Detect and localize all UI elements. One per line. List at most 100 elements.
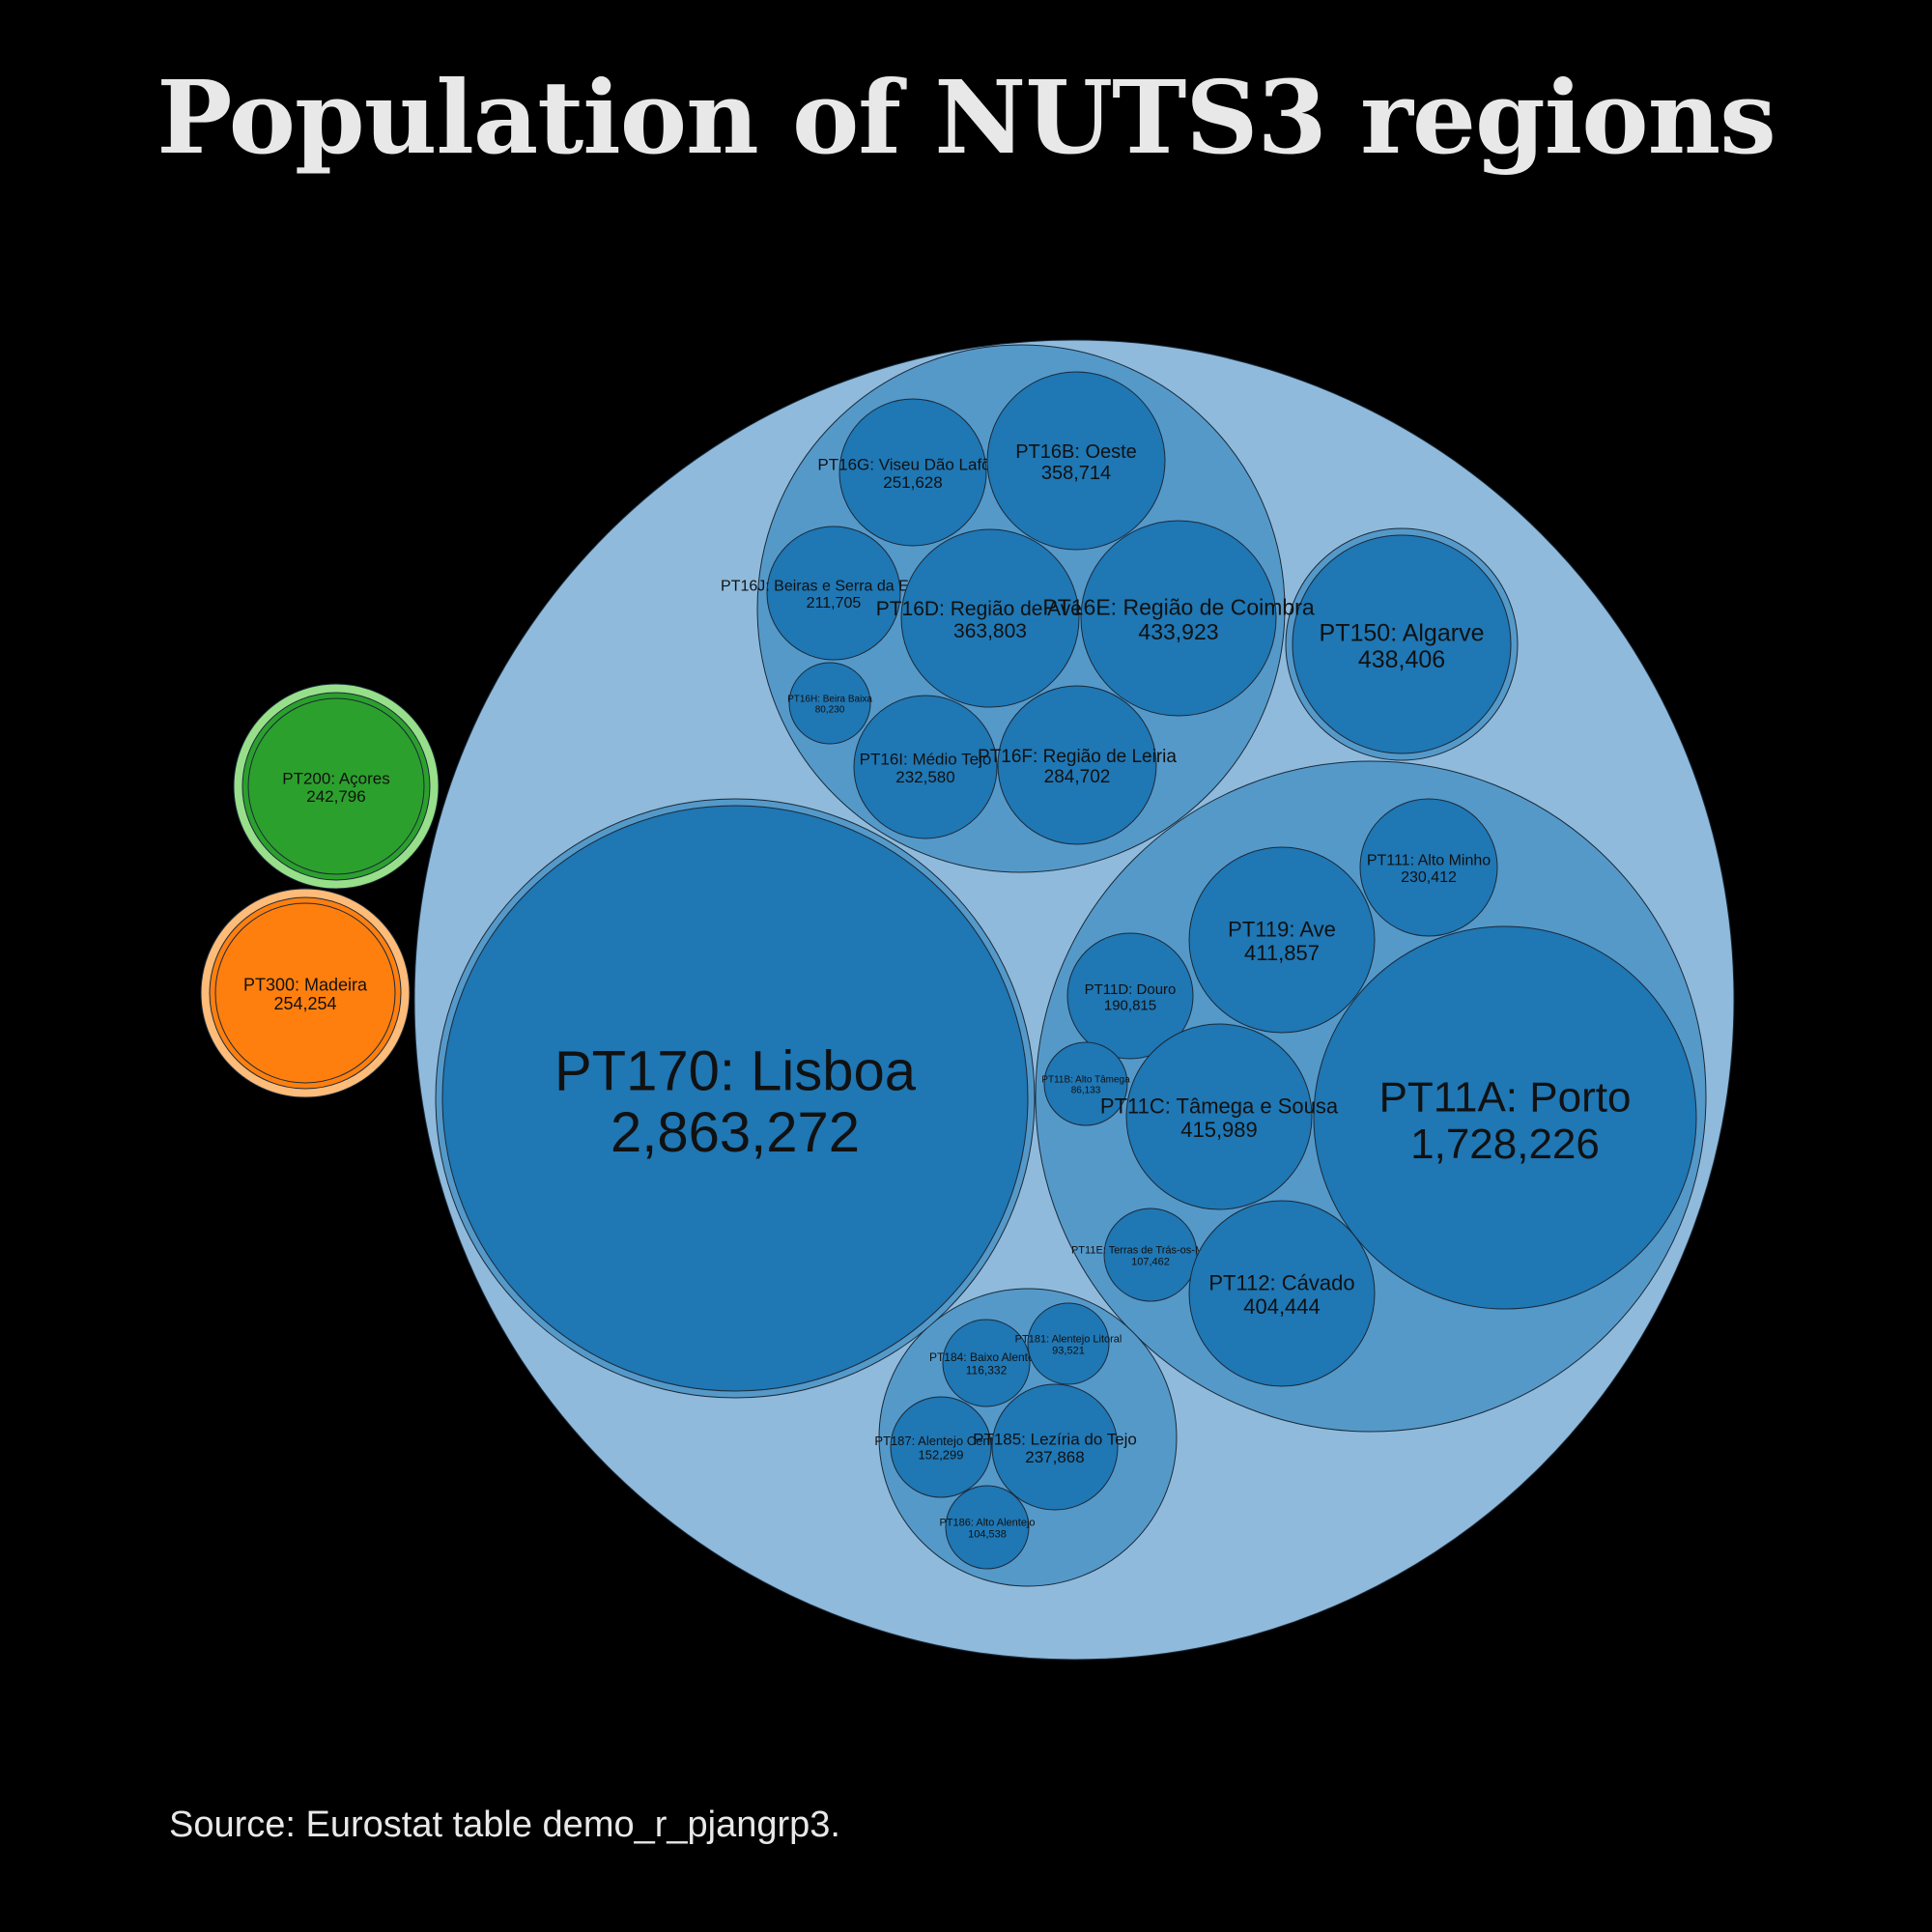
region-value-label: 1,728,226 <box>1410 1121 1600 1168</box>
region-name-label: PT185: Lezíria do Tejo <box>973 1430 1137 1448</box>
region-name-label: PT112: Cávado <box>1208 1271 1354 1295</box>
region-name-label: PT300: Madeira <box>243 975 368 994</box>
region-circle-PT119 <box>1188 846 1376 1034</box>
region-circle-PT11D <box>1066 932 1194 1060</box>
region-value-label: 433,923 <box>1138 619 1218 644</box>
region-circle-PT111 <box>1359 798 1498 937</box>
region-name-label: PT16I: Médio Tejo <box>860 750 992 768</box>
region-value-label: 363,803 <box>953 620 1027 642</box>
region-circle-PT170 <box>441 805 1029 1392</box>
region-name-label: PT11B: Alto Tâmega <box>1041 1075 1130 1086</box>
region-circle-PT16B <box>986 371 1166 551</box>
region-value-label: 411,857 <box>1244 941 1320 965</box>
region-value-label: 190,815 <box>1104 997 1156 1013</box>
region-value-label: 415,989 <box>1180 1118 1258 1142</box>
region-value-label: 116,332 <box>966 1363 1008 1377</box>
region-name-label: PT16B: Oeste <box>1015 441 1137 463</box>
region-name-label: PT16D: Região de Aveiro <box>876 598 1105 620</box>
region-circle-PT186 <box>945 1485 1030 1570</box>
region-circle-PT187 <box>890 1396 992 1498</box>
region-value-label: 80,230 <box>815 705 845 716</box>
region-name-label: PT11E: Terras de Trás-os-Montes <box>1071 1244 1231 1256</box>
region-circle-PT181 <box>1027 1302 1110 1385</box>
region-name-label: PT200: Açores <box>282 769 390 787</box>
region-name-label: PT11D: Douro <box>1085 981 1177 998</box>
region-value-label: 254,254 <box>273 994 336 1013</box>
region-name-label: PT187: Alentejo Central <box>874 1434 1007 1448</box>
region-circle-PT11B <box>1043 1041 1128 1126</box>
region-value-label: 107,462 <box>1131 1256 1170 1267</box>
region-name-label: PT184: Baixo Alentejo <box>929 1350 1043 1364</box>
region-name-label: PT170: Lisboa <box>554 1039 917 1102</box>
region-name-label: PT16J: Beiras e Serra da Estrela <box>721 579 947 595</box>
region-name-label: PT150: Algarve <box>1320 619 1485 646</box>
region-circle-PT16H <box>788 662 871 745</box>
source-note: Source: Eurostat table demo_r_pjangrp3. <box>169 1804 840 1845</box>
region-value-label: 211,705 <box>807 595 862 611</box>
region-value-label: 237,868 <box>1025 1448 1084 1466</box>
region-value-label: 152,299 <box>919 1447 964 1462</box>
region-circle-PT16J <box>766 526 901 661</box>
region-circle-PT11C <box>1125 1023 1313 1210</box>
region-value-label: 284,702 <box>1044 767 1111 787</box>
region-circle-PT150 <box>1292 534 1512 754</box>
region-value-label: 93,521 <box>1052 1345 1085 1356</box>
region-circle-PT112 <box>1188 1200 1376 1387</box>
region-circle-PT200 <box>247 697 425 875</box>
region-circle-PT185 <box>991 1383 1119 1511</box>
region-value-label: 2,863,272 <box>611 1101 860 1164</box>
region-value-label: 230,412 <box>1401 869 1457 886</box>
region-circle-PT184 <box>942 1319 1031 1407</box>
region-name-label: PT16G: Viseu Dão Lafões <box>817 455 1008 473</box>
region-name-label: PT186: Alto Alentejo <box>939 1517 1035 1528</box>
region-value-label: 438,406 <box>1358 646 1445 673</box>
region-circle-PT11A <box>1313 925 1697 1310</box>
region-circle-PT16E <box>1080 520 1277 717</box>
region-value-label: 86,133 <box>1071 1086 1101 1096</box>
region-name-label: PT16H: Beira Baixa <box>787 695 872 705</box>
region-name-label: PT16F: Região de Leiria <box>978 747 1177 767</box>
region-name-label: PT111: Alto Minho <box>1367 853 1491 869</box>
region-name-label: PT181: Alentejo Litoral <box>1015 1333 1122 1345</box>
region-name-label: PT11C: Tâmega e Sousa <box>1100 1094 1339 1119</box>
region-value-label: 358,714 <box>1041 463 1111 484</box>
region-circle-PT16I <box>853 695 998 839</box>
region-name-label: PT16E: Região de Coimbra <box>1042 595 1314 620</box>
region-value-label: 404,444 <box>1243 1294 1321 1319</box>
region-value-label: 104,538 <box>968 1528 1007 1540</box>
region-circle-PT16D <box>900 528 1080 708</box>
region-value-label: 232,580 <box>895 768 954 786</box>
region-circle-PT16F <box>997 685 1157 845</box>
chart-title: Population of NUTS3 regions <box>156 58 1776 177</box>
region-name-label: PT119: Ave <box>1228 918 1336 942</box>
region-value-label: 242,796 <box>306 787 365 806</box>
region-value-label: 251,628 <box>883 473 942 492</box>
region-circle-PT11E <box>1103 1208 1198 1302</box>
region-name-label: PT11A: Porto <box>1379 1073 1632 1121</box>
